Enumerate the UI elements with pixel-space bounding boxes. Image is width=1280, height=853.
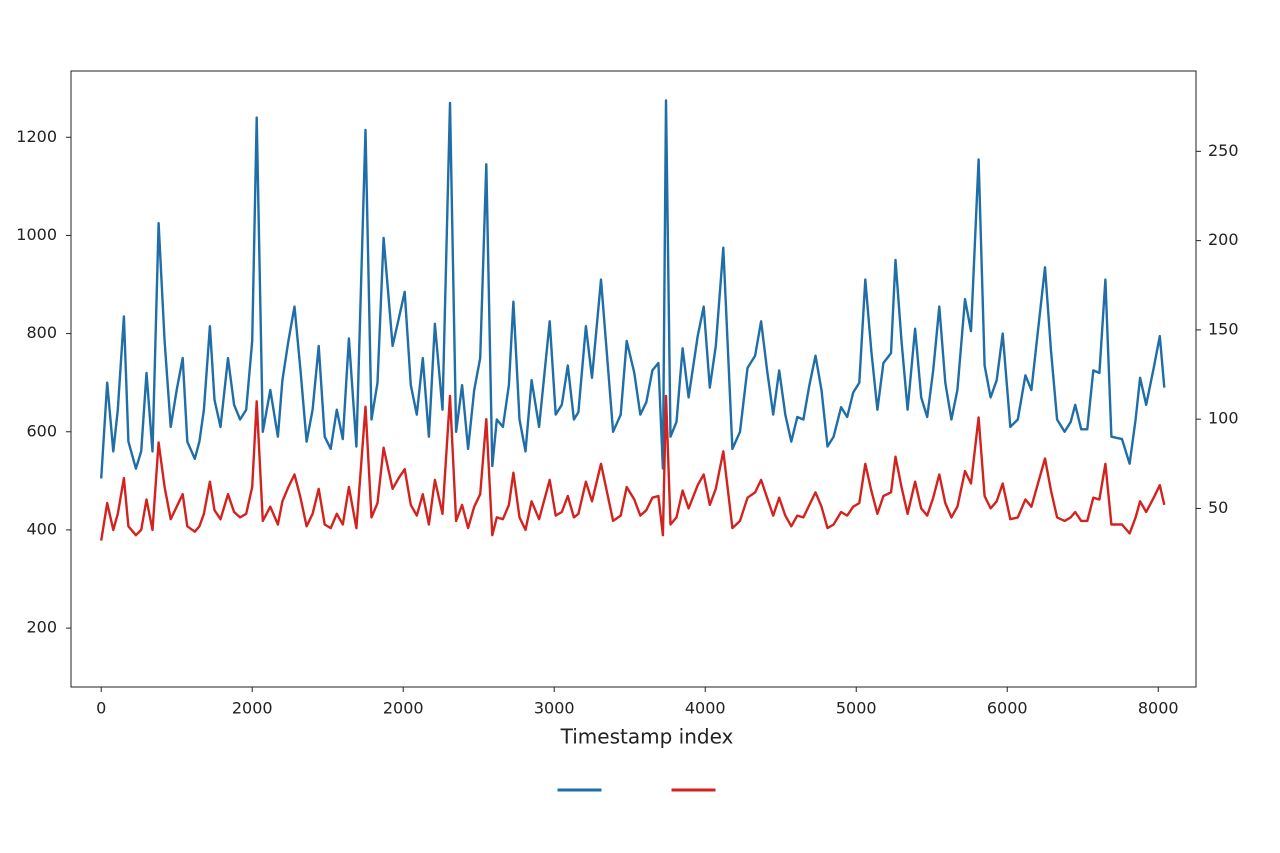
x-tick-label: 3000 bbox=[534, 699, 575, 718]
y2-tick-label: 150 bbox=[1208, 319, 1239, 338]
x-tick-label: 2000 bbox=[232, 699, 273, 718]
y-tick-label: 800 bbox=[26, 323, 57, 342]
x-tick-label: 5000 bbox=[836, 699, 877, 718]
y-tick-label: 200 bbox=[26, 618, 57, 637]
y-tick-label: 400 bbox=[26, 519, 57, 538]
y2-tick-label: 50 bbox=[1208, 498, 1228, 517]
x-axis-label: Timestamp index bbox=[560, 725, 734, 749]
y2-tick-label: 200 bbox=[1208, 230, 1239, 249]
y-tick-label: 1200 bbox=[16, 127, 57, 146]
series-line bbox=[100, 394, 1166, 541]
y2-tick-label: 250 bbox=[1208, 141, 1239, 160]
series-line bbox=[100, 99, 1166, 479]
x-tick-label: 8000 bbox=[1138, 699, 1179, 718]
y-tick-label: 1000 bbox=[16, 225, 57, 244]
plot-frame bbox=[70, 70, 1197, 688]
x-tick-label: 0 bbox=[96, 699, 106, 718]
x-tick-label: 6000 bbox=[987, 699, 1028, 718]
x-tick-label: 4000 bbox=[685, 699, 726, 718]
x-tick-label: 2000 bbox=[383, 699, 424, 718]
y-tick-label: 600 bbox=[26, 421, 57, 440]
y2-tick-label: 100 bbox=[1208, 409, 1239, 428]
